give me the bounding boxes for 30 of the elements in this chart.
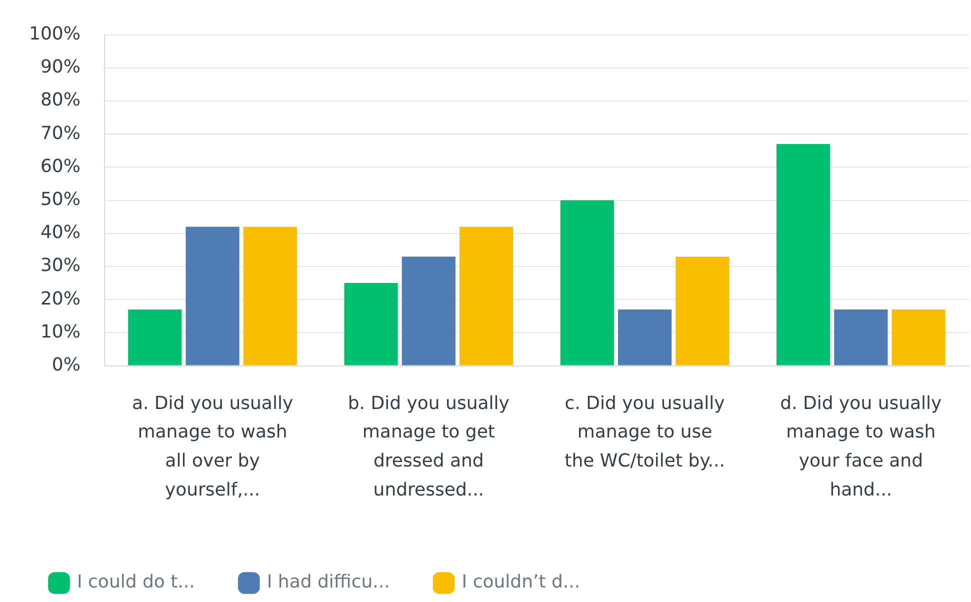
legend-label: I couldn’t d... [462,572,580,593]
x-tick-label: c. Did you usually manage to use the WC/toilet by... [564,392,726,472]
x-tick-label: b. Did you usually manage to get dressed and undressed... [348,392,510,500]
x-tick-label: a. Did you usually manage to wash all over by yourself,... [132,392,294,500]
y-tick-label: 20% [40,288,80,310]
bar [560,200,614,366]
bar [460,226,514,366]
y-tick-label: 50% [40,188,80,210]
y-tick-label: 10% [40,321,80,342]
bar [128,310,182,366]
y-tick-label: 60% [40,156,80,177]
y-tick-label: 30% [40,255,80,276]
bar [402,256,456,366]
x-tick-label: d. Did you usually manage to wash your face and hand... [780,392,942,500]
bar [834,310,888,366]
y-tick-label: 0% [52,354,80,376]
bar [776,144,830,366]
legend-label: I could do t... [77,572,195,593]
y-tick-label: 70% [40,122,80,144]
bar [892,310,946,366]
bar [676,256,730,366]
y-tick-label: 100% [28,23,80,44]
bar [344,283,398,366]
y-tick-label: 80% [40,90,80,111]
bar [186,226,240,366]
y-tick-label: 90% [40,56,80,78]
bar [618,310,672,366]
bar [243,226,297,366]
y-tick-label: 40% [40,222,80,244]
legend-label: I had difficu... [266,572,390,593]
